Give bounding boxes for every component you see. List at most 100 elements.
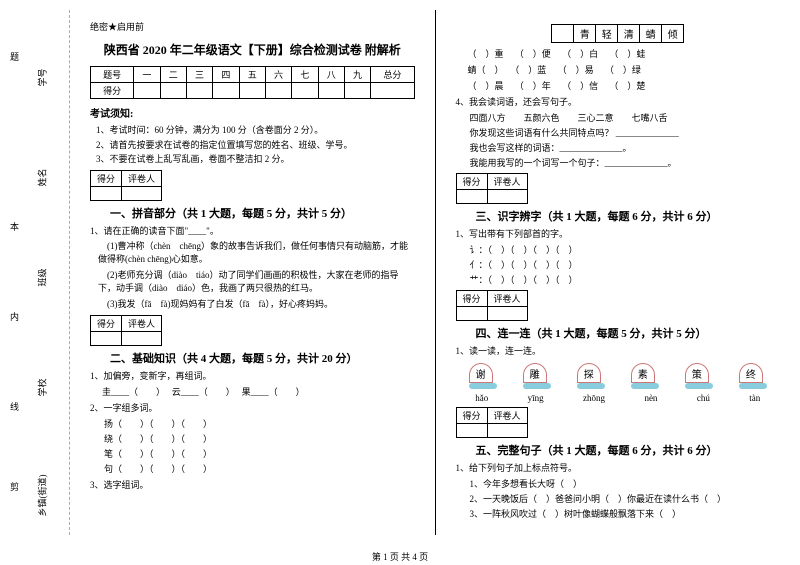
dash-label: 题	[10, 50, 19, 63]
char-cell: 倾	[662, 25, 684, 43]
binding-margin: 乡镇(街道) 学校 班级 姓名 学号 题 本 内 线 剪	[0, 10, 70, 535]
char: 素	[638, 366, 648, 381]
page-container: 乡镇(街道) 学校 班级 姓名 学号 题 本 内 线 剪 绝密★启用前 陕西省 …	[0, 0, 800, 545]
row: 句（ ）（ ）（ ）	[104, 462, 415, 475]
item: 3、一阵秋风吹过（ ）树叶像蝴蝶般飘落下来（ ）	[470, 507, 781, 520]
char: 谢	[476, 366, 486, 381]
grader-label: 评卷人	[487, 174, 527, 190]
dash-label: 剪	[10, 480, 19, 493]
cell: 题号	[91, 67, 134, 83]
item: 蜻（ ）	[468, 65, 500, 75]
blank-item: 云____（ ）	[172, 387, 231, 397]
cell: 九	[344, 67, 370, 83]
dash-label: 线	[10, 400, 19, 413]
item: （ ）晨	[468, 81, 504, 91]
section-2-title: 二、基础知识（共 4 大题，每题 5 分，共计 20 分）	[110, 350, 358, 366]
line: 我能用我写的一个词写一个句子：______________。	[470, 156, 781, 169]
score-label: 得分	[91, 170, 122, 186]
blank-row: 圭____（ ） 云____（ ） 果____（ ）	[102, 385, 415, 398]
section-score-box: 得分评卷人	[456, 290, 528, 321]
cell: 二	[160, 67, 186, 83]
row: 笔（ ）（ ）（ ）	[104, 447, 415, 460]
page-footer: 第 1 页 共 4 页	[0, 550, 800, 563]
cell: 七	[292, 67, 318, 83]
notice-title: 考试须知:	[90, 105, 415, 120]
score-summary-table: 题号 一 二 三 四 五 六 七 八 九 总分 得分	[90, 66, 415, 99]
line: 你发现这些词语有什么共同特点吗？ ______________	[470, 126, 781, 139]
q1-line: (3)我发（fā fà)现妈妈有了白发（fā fà），好心疼妈妈。	[98, 298, 415, 312]
section-score-box: 得分评卷人	[456, 173, 528, 204]
section-1-title: 一、拼音部分（共 1 大题，每题 5 分，共计 5 分）	[110, 205, 352, 221]
char-row: 蜻（ ） （ ）蓝 （ ）易 （ ）绿	[468, 63, 781, 76]
item: 1、今年多想看长大呀（ ）	[470, 477, 781, 490]
char: 雕	[530, 366, 540, 381]
cell: 三	[186, 67, 212, 83]
item: （ ）白	[562, 49, 598, 59]
grader-label: 评卷人	[122, 170, 162, 186]
secret-label: 绝密★启用前	[90, 20, 415, 33]
q1-prompt: 1、请在正确的读音下面"____"。	[90, 224, 415, 237]
section-3-title: 三、识字辨字（共 1 大题，每题 6 分，共计 6 分）	[476, 208, 718, 224]
q5-1-prompt: 1、给下列句子加上标点符号。	[456, 461, 781, 474]
section-4-title: 四、连一连（共 1 大题，每题 5 分，共计 5 分）	[476, 325, 707, 341]
q2-4-prompt: 4、我会读词语，还会写句子。	[456, 95, 781, 108]
notice-item: 1、考试时间：60 分钟，满分为 100 分（含卷面分 2 分）。	[96, 124, 415, 137]
item: （ ）重	[468, 49, 504, 59]
section-score-box: 得分评卷人	[456, 407, 528, 438]
row: 扬（ ）（ ）（ ）	[104, 417, 415, 430]
char: 探	[584, 366, 594, 381]
margin-id: 学号	[36, 68, 49, 86]
heart-row: 谢 雕 探 素 策 终	[456, 363, 781, 387]
q1-line: (2)老师充分调（diào tiáo）动了同学们画画的积极性，大家在老师的指导下…	[98, 269, 415, 296]
char-option-table: 青 轻 清 蜻 倾	[551, 24, 684, 43]
cell: 四	[213, 67, 239, 83]
pinyin: chú	[697, 393, 710, 403]
cell: 总分	[371, 67, 414, 83]
pinyin-row: hǎo yīng zhōng nèn chú tàn	[456, 393, 781, 403]
pinyin: yīng	[528, 393, 544, 403]
cell: 五	[239, 67, 265, 83]
heart-card: 策	[685, 363, 713, 387]
margin-class: 班级	[36, 268, 49, 286]
section-score-box: 得分评卷人	[90, 315, 162, 346]
cell: 八	[318, 67, 344, 83]
char-row: （ ）重 （ ）便 （ ）白 （ ）蛙	[468, 47, 781, 60]
score-label: 得分	[456, 174, 487, 190]
blank-item: 圭____（ ）	[102, 387, 161, 397]
q2-1-prompt: 1、加偏旁，变新字，再组词。	[90, 369, 415, 382]
q3-1-prompt: 1、写出带有下列部首的字。	[456, 227, 781, 240]
margin-township: 乡镇(街道)	[36, 475, 49, 517]
exam-title: 陕西省 2020 年二年级语文【下册】综合检测试卷 附解析	[90, 41, 415, 58]
heart-card: 终	[739, 363, 767, 387]
row: 亻：（ ）（ ）（ ）（ ）	[470, 258, 781, 271]
grader-label: 评卷人	[487, 408, 527, 424]
heart-card: 谢	[469, 363, 497, 387]
item: （ ）便	[515, 49, 551, 59]
q4-1-prompt: 1、读一读，连一连。	[456, 344, 781, 357]
char-cell: 轻	[596, 25, 618, 43]
item: （ ）易	[558, 65, 594, 75]
notice-item: 3、不要在试卷上乱写乱画，卷面不整洁扣 2 分。	[96, 153, 415, 166]
item: 2、一天晚饭后（ ）爸爸问小明（ ）你最近在读什么书（ ）	[470, 492, 781, 505]
notice-item: 2、请首先按要求在试卷的指定位置填写您的姓名、班级、学号。	[96, 139, 415, 152]
row: 绕（ ）（ ）（ ）	[104, 432, 415, 445]
margin-name: 姓名	[36, 168, 49, 186]
section-5-title: 五、完整句子（共 1 大题，每题 6 分，共计 6 分）	[476, 442, 718, 458]
item: （ ）蛙	[609, 49, 645, 59]
blank-item: 果____（ ）	[242, 387, 305, 397]
char-cell: 青	[574, 25, 596, 43]
item: （ ）蓝	[510, 65, 546, 75]
grader-label: 评卷人	[122, 316, 162, 332]
heart-card: 探	[577, 363, 605, 387]
score-label: 得分	[456, 408, 487, 424]
table-row: 得分	[91, 83, 415, 99]
cell: 一	[134, 67, 160, 83]
q2-2-prompt: 2、一字组多词。	[90, 401, 415, 414]
pinyin: hǎo	[475, 393, 488, 403]
section-score-box: 得分评卷人	[90, 170, 162, 201]
heart-card: 雕	[523, 363, 551, 387]
dash-label: 本	[10, 220, 19, 233]
line: 四面八方 五颜六色 三心二意 七嘴八舌	[470, 111, 781, 124]
margin-school: 学校	[36, 378, 49, 396]
item: （ ）楚	[609, 81, 645, 91]
